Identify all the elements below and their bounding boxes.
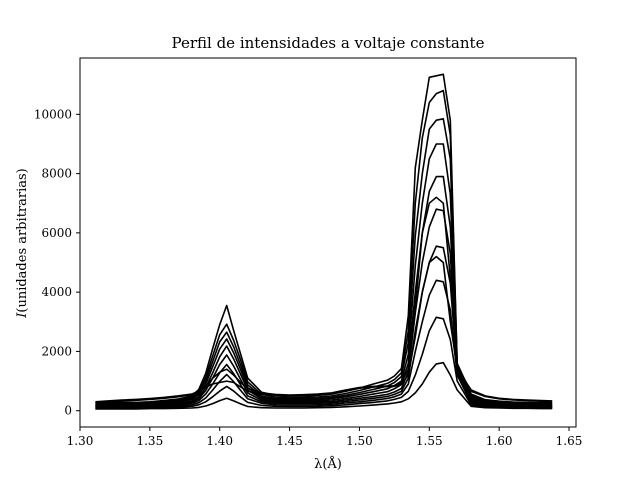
series-line-10 bbox=[95, 73, 553, 405]
y-tick-label: 6000 bbox=[41, 226, 72, 240]
x-tick-label: 1.50 bbox=[346, 434, 373, 448]
series-line-3 bbox=[95, 279, 553, 409]
series-line-11 bbox=[95, 255, 553, 404]
y-tick-label: 2000 bbox=[41, 344, 72, 358]
y-tick-label: 4000 bbox=[41, 285, 72, 299]
series-line-9 bbox=[95, 89, 553, 406]
plot-frame bbox=[79, 57, 577, 428]
x-tick-label: 1.55 bbox=[416, 434, 443, 448]
series-line-12 bbox=[95, 196, 553, 403]
series-line-1 bbox=[95, 361, 553, 410]
y-axis-label: I(unidades arbitrarias) bbox=[15, 168, 30, 319]
chart-title: Perfil de intensidades a voltaje constan… bbox=[172, 34, 485, 52]
y-tick-label: 0 bbox=[64, 404, 72, 418]
x-tick-label: 1.45 bbox=[276, 434, 303, 448]
x-axis: 1.30 1.35 1.40 1.45 1.50 1.55 1.60 1.65 bbox=[67, 427, 583, 448]
series-lines bbox=[95, 73, 553, 410]
y-tick-label: 8000 bbox=[41, 167, 72, 181]
series-line-7 bbox=[95, 143, 553, 407]
series-line-8 bbox=[95, 118, 553, 406]
x-tick-label: 1.30 bbox=[67, 434, 94, 448]
x-tick-label: 1.65 bbox=[556, 434, 583, 448]
x-tick-label: 1.35 bbox=[136, 434, 163, 448]
y-tick-label: 10000 bbox=[34, 107, 72, 121]
y-axis-label-text: (unidades arbitrarias) bbox=[15, 168, 30, 312]
x-tick-label: 1.60 bbox=[486, 434, 513, 448]
y-axis-label-symbol: I bbox=[15, 312, 30, 319]
x-tick-label: 1.40 bbox=[206, 434, 233, 448]
series-line-2 bbox=[95, 316, 553, 410]
series-line-6 bbox=[95, 175, 553, 407]
series-line-4 bbox=[95, 245, 553, 408]
series-line-5 bbox=[95, 208, 553, 408]
y-axis: 0 2000 4000 6000 8000 10000 bbox=[34, 107, 80, 418]
x-axis-label: λ(Å) bbox=[314, 456, 342, 472]
